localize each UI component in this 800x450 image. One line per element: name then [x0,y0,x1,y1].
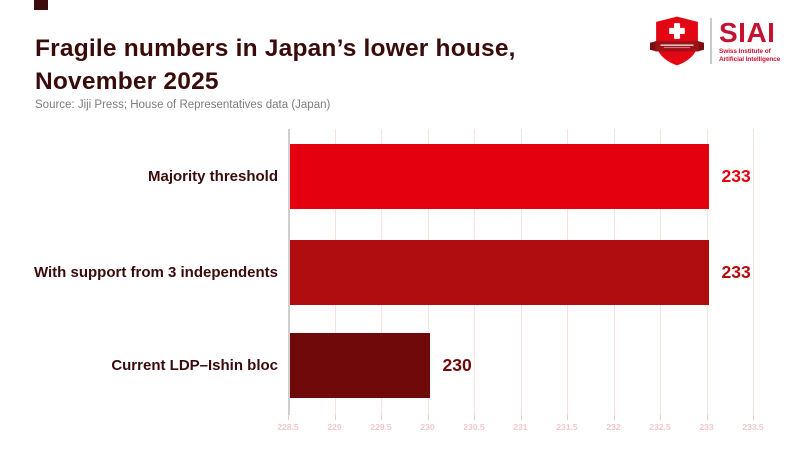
bar-value: 233 [721,262,751,282]
x-tick-mark [381,415,382,420]
x-tick-label: 230.5 [463,422,485,432]
decorative-square [34,0,48,10]
x-tick-mark [660,415,661,420]
x-tick-mark [520,415,522,420]
source-caption: Source: Jiji Press; House of Representat… [35,99,331,111]
logo-acronym: SIAI [719,16,776,48]
bar-label: With support from 3 independents [33,264,278,281]
x-tick-mark [334,415,336,420]
page-title: Fragile numbers in Japan’s lower house, … [35,32,615,98]
logo-divider [710,18,712,64]
bar-label: Majority threshold [147,168,278,185]
x-tick-mark [567,415,568,420]
x-tick-label: 229.5 [370,422,392,432]
x-tick-label: 229 [327,422,342,432]
x-tick-label: 232 [606,422,621,432]
x-tick-label: 231 [513,422,528,432]
x-tick-mark [288,415,289,420]
x-tick-label: 232.5 [649,422,671,432]
siai-logo: SIAI Swiss Institute of Artificial Intel… [649,14,780,68]
x-tick-mark [427,415,429,420]
chart-row: With support from 3 independents 233 [0,240,800,305]
bar [290,144,709,209]
title-line-2: November 2025 [35,68,219,96]
bar [290,240,709,305]
bar [290,333,430,398]
x-tick-mark [753,415,754,420]
x-tick-label: 230 [420,422,435,432]
title-line-1: Fragile numbers in Japan’s lower house, [35,35,516,63]
chart-row: Majority threshold 233 [0,144,800,209]
x-tick-label: 228.5 [277,422,299,432]
x-axis: 228.5 229 229.5 230 230.5 231 231.5 232 232.5 233… [277,415,764,439]
x-tick-label: 233 [699,422,714,432]
x-tick-mark [474,415,475,420]
logo-subtitle-line-1: Swiss Institute of [719,47,771,55]
x-tick-mark [613,415,615,420]
bar-value: 230 [442,355,472,375]
y-axis-line [288,129,290,415]
siai-shield-icon [650,16,704,66]
x-tick-label: 231.5 [556,422,578,432]
chart-row: Current LDP–Ishin bloc 230 [0,333,800,398]
x-tick-mark [706,415,708,420]
gridline [753,129,754,415]
logo-subtitle-line-2: Artificial Intelligence [719,56,781,63]
bar-value: 233 [721,166,751,186]
bar-label: Current LDP–Ishin bloc [111,357,278,374]
x-tick-label: 233.5 [742,422,764,432]
logo-text: SIAI Swiss Institute of Artificial Intel… [719,16,781,64]
bar-chart: Majority threshold 233 With support from… [0,129,800,415]
